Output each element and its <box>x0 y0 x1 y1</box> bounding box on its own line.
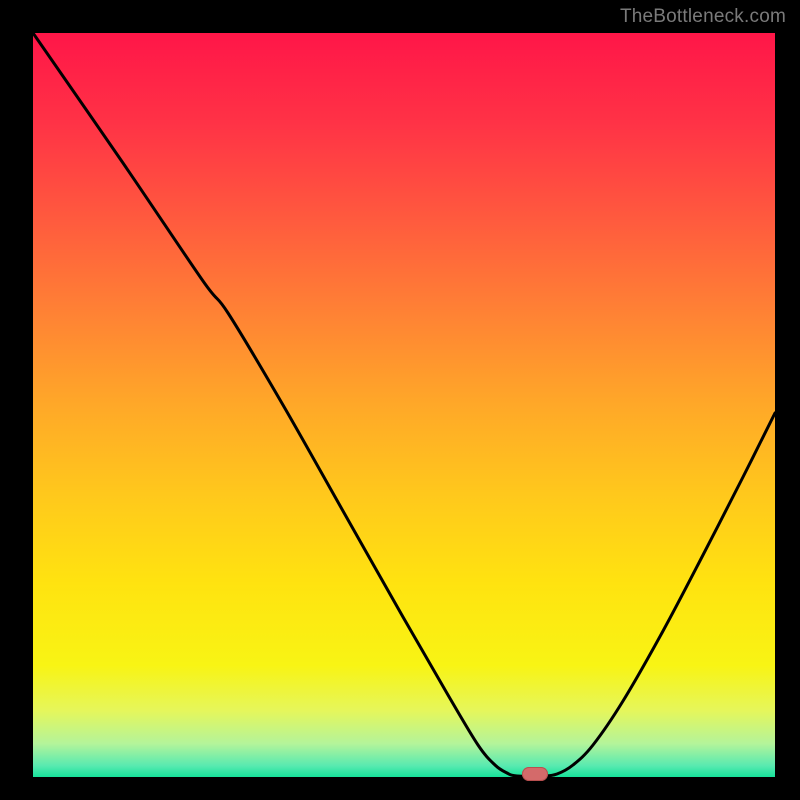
chart-container: TheBottleneck.com <box>0 0 800 800</box>
bottleneck-marker <box>522 767 548 781</box>
watermark: TheBottleneck.com <box>620 6 786 28</box>
plot-area <box>33 33 775 777</box>
bottleneck-curve <box>33 33 775 777</box>
